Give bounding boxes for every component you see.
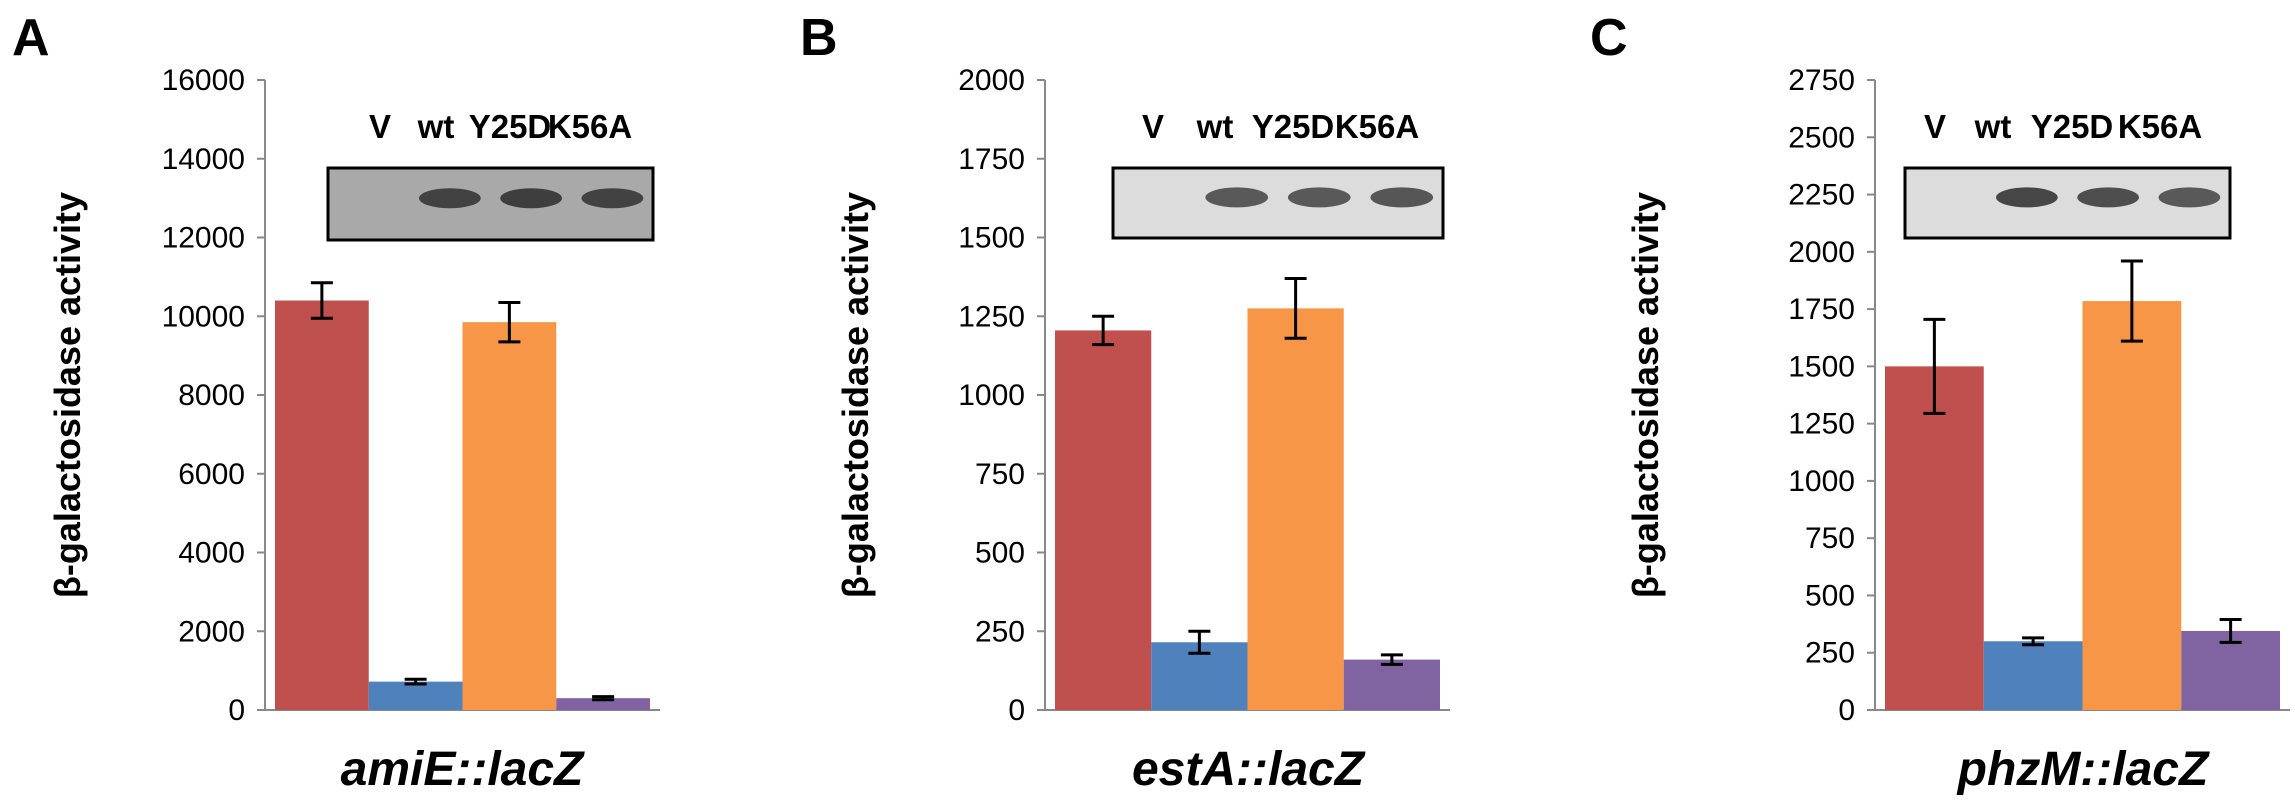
- y-tick-label: 0: [1838, 694, 1855, 727]
- blot-band: [2158, 187, 2221, 208]
- blot-band: [1370, 187, 1434, 208]
- blot-lane-label: K56A: [2118, 108, 2202, 145]
- blot-band: [581, 188, 644, 209]
- y-tick-label: 8000: [178, 379, 245, 412]
- y-tick-label: 0: [228, 694, 245, 727]
- y-tick-label: 1750: [1788, 293, 1855, 326]
- bar-wt: [1983, 641, 2083, 710]
- blot-lane-label: wt: [1974, 108, 2012, 145]
- y-tick-label: 250: [975, 615, 1025, 648]
- bar-k56a: [1343, 659, 1440, 710]
- y-axis-label: β-galactosidase activity: [1625, 192, 1666, 598]
- blot-lane-label: wt: [1196, 108, 1234, 145]
- x-axis-label: phzM::lacZ: [1956, 743, 2210, 796]
- y-tick-label: 6000: [178, 458, 245, 491]
- y-tick-label: 1500: [958, 222, 1025, 255]
- y-tick-label: 1000: [1788, 465, 1855, 498]
- y-tick-label: 750: [1805, 522, 1855, 555]
- blot-band: [419, 188, 481, 209]
- blot-lane-label: Y25D: [469, 108, 552, 145]
- western-blot-image: [326, 166, 655, 242]
- blot-band: [1996, 187, 2058, 208]
- y-tick-label: 1250: [958, 300, 1025, 333]
- blot-lane-label: Y25D: [2031, 108, 2114, 145]
- blot-lane-label: V: [369, 108, 391, 145]
- blot-lane-label: V: [1142, 108, 1164, 145]
- y-tick-label: 1000: [958, 379, 1025, 412]
- bar-y25d: [2082, 301, 2182, 710]
- x-axis-label: estA::lacZ: [1132, 743, 1366, 796]
- bar-k56a: [556, 698, 650, 710]
- y-tick-label: 10000: [162, 300, 245, 333]
- y-tick-label: 0: [1008, 694, 1025, 727]
- blot-band: [1287, 187, 1351, 208]
- blot-band: [500, 188, 562, 209]
- y-tick-label: 2250: [1788, 179, 1855, 212]
- y-tick-label: 2750: [1788, 64, 1855, 97]
- blot-band: [1205, 187, 1269, 208]
- y-tick-label: 14000: [162, 143, 245, 176]
- y-tick-label: 1250: [1788, 408, 1855, 441]
- y-tick-label: 4000: [178, 537, 245, 570]
- chart-panel-c: C 0 250 500 750 1000 1250 1500 1750 2000 2250 2500 2…: [1590, 9, 2290, 796]
- bar-y25d: [1247, 308, 1344, 710]
- y-tick-label: 1500: [1788, 350, 1855, 383]
- panel-letter: C: [1590, 9, 1628, 67]
- y-tick-label: 2000: [178, 615, 245, 648]
- western-blot-image: [1111, 166, 1445, 240]
- bar-k56a: [2181, 630, 2280, 710]
- chart-panel-b: B 0 250 500 750 1000 1250 1500 1750 2000 β-galacto…: [800, 9, 1450, 796]
- y-tick-label: 2000: [958, 64, 1025, 97]
- blot-lane-label: wt: [417, 108, 455, 145]
- panel-letter: B: [800, 9, 838, 67]
- bar-v: [1885, 366, 1984, 710]
- blot-band: [2077, 187, 2139, 208]
- blot-lane-label: V: [1924, 108, 1946, 145]
- panel-letter: A: [12, 9, 50, 67]
- bar-wt: [368, 681, 463, 710]
- y-tick-label: 2000: [1788, 236, 1855, 269]
- chart-panel-a: A 0 2000 4000 6000 8000 10000 12000 14000 16000 β-…: [12, 9, 660, 796]
- y-tick-label: 1750: [958, 143, 1025, 176]
- y-tick-label: 16000: [162, 64, 245, 97]
- bar-v: [1055, 330, 1152, 710]
- blot-lane-label: Y25D: [1252, 108, 1335, 145]
- y-tick-label: 12000: [162, 222, 245, 255]
- bar-y25d: [462, 322, 557, 710]
- bar-v: [275, 300, 369, 710]
- x-axis-label: amiE::lacZ: [341, 743, 585, 796]
- y-tick-label: 2500: [1788, 121, 1855, 154]
- y-axis-label: β-galactosidase activity: [835, 192, 876, 598]
- blot-lane-label: K56A: [548, 108, 632, 145]
- y-tick-label: 500: [975, 537, 1025, 570]
- y-tick-label: 250: [1805, 637, 1855, 670]
- y-tick-label: 500: [1805, 579, 1855, 612]
- western-blot-image: [1903, 166, 2232, 240]
- y-axis-label: β-galactosidase activity: [47, 192, 88, 598]
- y-tick-label: 750: [975, 458, 1025, 491]
- blot-lane-label: K56A: [1335, 108, 1419, 145]
